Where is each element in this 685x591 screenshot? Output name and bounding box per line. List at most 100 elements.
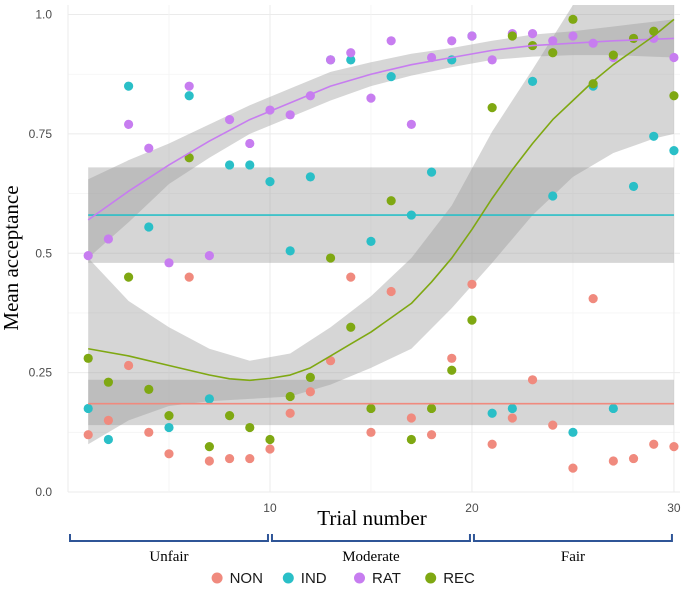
point-rec xyxy=(245,422,255,433)
point-ind xyxy=(366,236,376,246)
confidence-band-rec xyxy=(88,5,674,445)
point-rat xyxy=(123,119,134,129)
point-ind xyxy=(568,427,578,437)
point-rec xyxy=(669,91,679,101)
legend-label-rat: RAT xyxy=(372,570,401,587)
x-tick-label: 30 xyxy=(667,501,681,515)
point-ind xyxy=(527,76,538,86)
point-non xyxy=(447,353,457,363)
point-non xyxy=(103,415,113,425)
point-ind xyxy=(346,55,356,65)
grid-layer xyxy=(67,5,680,493)
point-ind xyxy=(669,146,679,156)
x-axis-title: Trial number xyxy=(317,506,426,530)
point-rat xyxy=(426,52,437,63)
point-ind xyxy=(426,167,437,177)
point-rat xyxy=(548,36,558,46)
point-ind xyxy=(548,191,558,201)
point-ind xyxy=(144,222,154,232)
point-rat xyxy=(325,55,336,65)
point-rat xyxy=(224,114,235,125)
point-rec xyxy=(123,272,134,282)
point-ind xyxy=(386,72,396,82)
point-non xyxy=(123,360,134,371)
point-rec xyxy=(144,384,154,394)
point-non xyxy=(608,456,618,466)
x-tick-label: 20 xyxy=(465,501,479,515)
point-ind xyxy=(184,91,194,101)
point-rec xyxy=(426,403,437,414)
point-ind xyxy=(608,403,618,414)
point-rat xyxy=(245,138,255,149)
point-non xyxy=(548,420,558,430)
fit-line-rat xyxy=(87,37,674,221)
point-non xyxy=(628,453,639,464)
point-non xyxy=(265,444,275,454)
point-rec xyxy=(366,403,376,414)
point-rec xyxy=(305,372,315,383)
point-non xyxy=(144,427,154,437)
point-rec xyxy=(628,33,639,44)
point-ind xyxy=(83,403,93,414)
point-rat xyxy=(366,93,376,103)
phase-bracket xyxy=(472,534,673,542)
confidence-band-non xyxy=(88,379,674,426)
point-non xyxy=(426,430,437,440)
point-non xyxy=(568,463,578,473)
point-rat xyxy=(669,52,679,63)
y-tick-label: 1.0 xyxy=(35,8,52,22)
x-tick-label: 10 xyxy=(263,501,277,515)
point-rat xyxy=(83,251,93,261)
point-non xyxy=(507,413,517,423)
phase-bracket xyxy=(69,534,269,542)
legend-label-rec: REC xyxy=(443,570,475,587)
point-ind xyxy=(123,81,134,91)
legend-swatch-rat xyxy=(354,572,365,584)
point-ind xyxy=(628,181,639,192)
point-non xyxy=(386,286,396,297)
data-points xyxy=(83,14,679,473)
y-tick-label: 0.25 xyxy=(29,366,53,380)
point-rec xyxy=(406,434,416,445)
point-non xyxy=(527,375,538,385)
point-ind xyxy=(305,172,315,182)
phase-bracket xyxy=(270,534,471,542)
point-rec xyxy=(184,153,194,163)
y-tick-label: 0.0 xyxy=(35,485,52,499)
phase-label: Moderate xyxy=(342,549,400,565)
point-rec xyxy=(447,365,457,375)
point-ind xyxy=(487,408,497,418)
phase-label: Unfair xyxy=(149,549,188,565)
point-ind xyxy=(103,434,113,445)
phase-brackets: Unfair Moderate Fair xyxy=(69,534,673,565)
point-rec xyxy=(568,14,578,24)
point-non xyxy=(406,413,416,423)
y-tick-labels: 0.0 0.25 0.5 0.75 1.0 xyxy=(29,8,53,499)
point-rat xyxy=(285,110,295,120)
point-non xyxy=(204,456,214,466)
point-non xyxy=(285,408,295,418)
point-rat xyxy=(103,234,113,244)
point-rat xyxy=(447,36,457,46)
point-non xyxy=(184,272,194,282)
legend-swatch-ind xyxy=(282,572,294,584)
point-ind xyxy=(265,177,275,187)
legend-swatch-non xyxy=(211,572,223,584)
point-rec xyxy=(386,196,396,206)
y-tick-label: 0.5 xyxy=(35,246,52,260)
legend-label-non: NON xyxy=(230,570,263,587)
y-axis-title: Mean acceptance xyxy=(0,185,23,330)
point-rat xyxy=(406,119,416,129)
legend-label-ind: IND xyxy=(301,570,327,587)
confidence-band-rat xyxy=(88,19,674,259)
point-rat xyxy=(164,258,174,268)
point-rat xyxy=(568,31,578,41)
x-tick-labels: 10 20 30 xyxy=(263,501,681,515)
point-rec xyxy=(204,442,214,452)
point-rec xyxy=(346,322,356,332)
point-ind xyxy=(285,246,295,256)
point-rec xyxy=(265,434,275,445)
point-rec xyxy=(487,103,497,113)
point-rec xyxy=(608,50,618,60)
